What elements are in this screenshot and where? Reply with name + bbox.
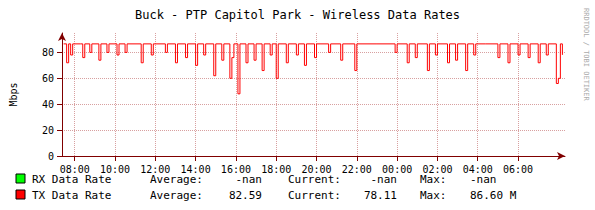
svg-text:80: 80 [42, 47, 54, 58]
svg-text:Current:: Current: [288, 172, 341, 186]
svg-text:00:00: 00:00 [382, 164, 412, 175]
svg-text:18:00: 18:00 [261, 164, 291, 175]
svg-text:02:00: 02:00 [422, 164, 452, 175]
svg-text:Mbps: Mbps [8, 82, 19, 106]
svg-text:-nan: -nan [470, 172, 497, 186]
svg-text:Max:: Max: [420, 172, 447, 186]
svg-text:-nan: -nan [370, 172, 397, 186]
svg-text:RRDTOOL / TOBI OETIKER: RRDTOOL / TOBI OETIKER [582, 8, 590, 102]
svg-text:06:00: 06:00 [503, 164, 533, 175]
svg-text:08:00: 08:00 [60, 164, 90, 175]
svg-text:82.59: 82.59 [229, 189, 262, 202]
svg-text:86.60 M: 86.60 M [470, 189, 517, 202]
svg-text:04:00: 04:00 [463, 164, 493, 175]
svg-text:Average:: Average: [150, 172, 203, 186]
svg-text:12:00: 12:00 [140, 164, 170, 175]
svg-text:Buck - PTP Capitol Park - Wire: Buck - PTP Capitol Park - Wireless Data … [135, 8, 460, 22]
svg-text:RX Data Rate: RX Data Rate [32, 172, 112, 186]
svg-text:Average:: Average: [150, 189, 203, 202]
svg-text:0: 0 [48, 151, 54, 162]
svg-text:22:00: 22:00 [342, 164, 372, 175]
svg-text:14:00: 14:00 [181, 164, 211, 175]
svg-text:40: 40 [42, 99, 54, 110]
svg-text:60: 60 [42, 73, 54, 84]
svg-text:78.11: 78.11 [364, 189, 397, 202]
svg-text:Max:: Max: [420, 189, 447, 202]
svg-text:16:00: 16:00 [221, 164, 251, 175]
svg-text:TX Data Rate: TX Data Rate [32, 189, 111, 202]
svg-text:Current:: Current: [288, 189, 341, 202]
svg-text:20:00: 20:00 [301, 164, 331, 175]
svg-text:20: 20 [42, 125, 54, 136]
svg-text:10:00: 10:00 [100, 164, 130, 175]
svg-text:-nan: -nan [235, 172, 262, 186]
